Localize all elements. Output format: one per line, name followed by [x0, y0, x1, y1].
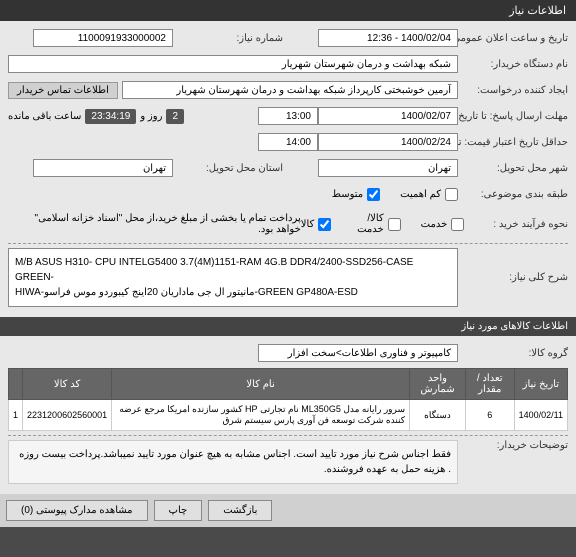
- col-unit: واحد شمارش: [410, 369, 466, 400]
- buyer-org-label: نام دستگاه خریدار:: [458, 59, 568, 70]
- city-label: شهر محل تحویل:: [458, 163, 568, 174]
- opt-normal[interactable]: متوسط: [332, 188, 380, 201]
- deadline-date: 1400/02/07: [318, 107, 458, 125]
- need-number-label: شماره نیاز:: [173, 33, 283, 44]
- footer-bar: بازگشت چاپ مشاهده مدارک پیوستی (0): [0, 494, 576, 527]
- opt-service[interactable]: خدمت: [421, 218, 465, 231]
- col-date: تاریخ نیاز: [514, 369, 567, 400]
- announce-label: تاریخ و ساعت اعلان عمومی:: [458, 33, 568, 44]
- checkbox-goods[interactable]: [388, 218, 401, 231]
- buyer-note-label: توضیحات خریدار:: [458, 440, 568, 451]
- header-title: اطلاعات نیاز: [509, 5, 566, 17]
- table-header-row: تاریخ نیاز تعداد / مقدار واحد شمارش نام …: [9, 369, 568, 400]
- col-name: نام کالا: [112, 369, 410, 400]
- countdown-label: ساعت باقی مانده: [8, 111, 81, 122]
- divider: [8, 243, 568, 244]
- state-label: استان محل تحویل:: [173, 163, 283, 174]
- creator-value: آرمین خوشبختی کارپرداز شبکه بهداشت و درم…: [122, 81, 458, 99]
- cell-qty: 6: [465, 400, 514, 431]
- budget-label: طبقه بندی موضوعی:: [458, 189, 568, 200]
- valid-date: 1400/02/24: [318, 133, 458, 151]
- valid-time: 14:00: [258, 133, 318, 151]
- need-number-value: 1100091933000002: [33, 29, 173, 47]
- cell-idx: 1: [9, 400, 23, 431]
- creator-label: ایجاد کننده درخواست:: [458, 85, 568, 96]
- cell-name: سرور رایانه مدل ML350G5 نام تجارتی HP کش…: [112, 400, 410, 431]
- main-desc-box: M/B ASUS H310- CPU INTELG5400 3.7(4M)115…: [8, 248, 458, 307]
- table-row: 1400/02/11 6 دستگاه سرور رایانه مدل ML35…: [9, 400, 568, 431]
- main-container: اطلاعات نیاز تاریخ و ساعت اعلان عمومی: 1…: [0, 0, 576, 527]
- table-header-band: اطلاعات کالاهای مورد نیاز: [0, 317, 576, 336]
- opt-goods[interactable]: کالا/خدمت: [351, 213, 400, 235]
- purchase-type-label: نحوه فرآیند خرید :: [464, 219, 568, 230]
- cell-date: 1400/02/11: [514, 400, 567, 431]
- cell-code: 2231200602560001: [23, 400, 112, 431]
- deadline-label: مهلت ارسال پاسخ: تا تاریخ:: [458, 111, 568, 122]
- checkbox-normal[interactable]: [367, 188, 380, 201]
- col-idx: [9, 369, 23, 400]
- print-button[interactable]: چاپ: [154, 500, 203, 521]
- info-section: تاریخ و ساعت اعلان عمومی: 1400/02/04 - 1…: [0, 21, 576, 317]
- main-desc-label: شرح کلی نیاز:: [458, 272, 568, 283]
- items-table: تاریخ نیاز تعداد / مقدار واحد شمارش نام …: [8, 368, 568, 431]
- desc-line-1: M/B ASUS H310- CPU INTELG5400 3.7(4M)115…: [15, 255, 451, 285]
- countdown-days-label: روز و: [140, 111, 162, 122]
- type-checkboxes: خدمت کالا/خدمت کالا: [301, 209, 465, 239]
- buyer-note-box: فقط اجناس شرح نیاز مورد تایید است. اجناس…: [8, 440, 458, 484]
- countdown-time: 23:34:19: [85, 109, 136, 124]
- checkbox-goods-only[interactable]: [318, 218, 331, 231]
- table-section: گروه کالا: کامپیوتر و فناوری اطلاعات>سخت…: [0, 336, 576, 494]
- announce-value: 1400/02/04 - 12:36: [318, 29, 458, 47]
- priority-checkboxes: کم اهمیت متوسط: [332, 184, 458, 205]
- header-bar: اطلاعات نیاز: [0, 0, 576, 21]
- col-code: کد کالا: [23, 369, 112, 400]
- category-label: گروه کالا:: [458, 348, 568, 359]
- buyer-info-button[interactable]: اطلاعات تماس خریدار: [8, 82, 118, 99]
- checkbox-service[interactable]: [451, 218, 464, 231]
- opt-urgent[interactable]: کم اهمیت: [400, 188, 458, 201]
- city-value: تهران: [318, 159, 458, 177]
- deadline-time: 13:00: [258, 107, 318, 125]
- state-value: تهران: [33, 159, 173, 177]
- opt-goods-only[interactable]: کالا: [301, 218, 332, 231]
- col-qty: تعداد / مقدار: [465, 369, 514, 400]
- countdown-days: 2: [166, 109, 184, 124]
- valid-label: حداقل تاریخ اعتبار قیمت: تا تاریخ:: [458, 137, 568, 148]
- attachments-button[interactable]: مشاهده مدارک پیوستی (0): [6, 500, 148, 521]
- category-value: کامپیوتر و فناوری اطلاعات>سخت افزار: [258, 344, 458, 362]
- divider-2: [8, 435, 568, 436]
- checkbox-urgent[interactable]: [445, 188, 458, 201]
- back-button[interactable]: بازگشت: [208, 500, 272, 521]
- countdown: 2 روز و 23:34:19 ساعت باقی مانده: [8, 109, 184, 124]
- cell-unit: دستگاه: [410, 400, 466, 431]
- budget-note: پرداخت تمام یا بخشی از مبلغ خرید،از محل …: [8, 213, 301, 235]
- desc-line-2: HIWA-مانیتور ال جی ماداریان 20اینج کیبور…: [15, 285, 451, 300]
- buyer-org-value: شبکه بهداشت و درمان شهرستان شهریار: [8, 55, 458, 73]
